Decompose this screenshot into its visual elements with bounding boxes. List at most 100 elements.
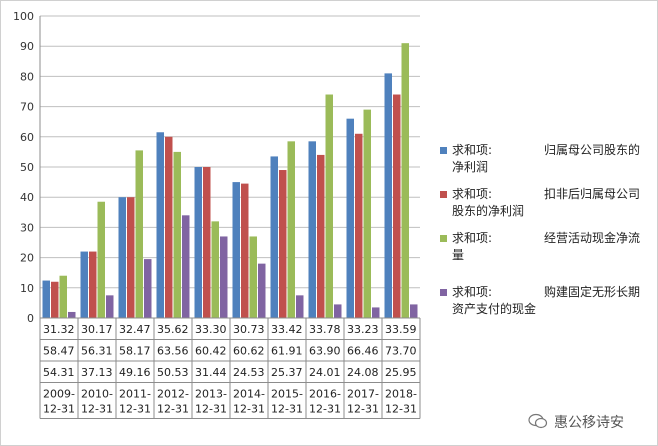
bar [308,141,316,318]
y-tick-label: 50 [20,161,34,174]
bar [106,295,114,318]
bar [279,170,287,318]
table-cell: 63.56 [157,345,189,358]
x-tick-label: 2011- [119,388,151,401]
legend-label: 购建固定无形长期资产支付的现金 [452,285,641,316]
table-cell: 24.08 [347,366,379,379]
table-cell: 56.31 [81,345,113,358]
legend-label: 扣非后归属母公司股东的净利润 [452,187,641,218]
x-tick-label: 12-31 [43,403,75,416]
table-cell: 58.47 [43,345,75,358]
x-tick-label: 2009- [43,388,75,401]
bar [203,167,211,318]
y-tick-label: 90 [20,40,34,53]
table-cell: 24.01 [309,366,341,379]
y-tick-label: 30 [20,221,34,234]
bar [384,73,392,318]
bar [68,311,76,318]
table-cell: 54.31 [43,366,75,379]
table-cell: 32.47 [119,323,151,336]
table-cell: 24.53 [233,366,265,379]
bar [182,215,190,318]
bar [156,132,164,318]
table-cell: 33.59 [385,323,417,336]
bar [372,307,380,318]
legend-prefix: 求和项: [452,187,493,201]
table-cell: 37.13 [81,366,113,379]
table-cell: 31.32 [43,323,75,336]
x-tick-label: 12-31 [157,403,189,416]
table-cell: 33.42 [271,323,303,336]
x-tick-label: 2018- [385,388,417,401]
bar [249,236,257,318]
legend-swatch [440,147,447,154]
table-cell: 33.78 [309,323,341,336]
y-tick-label: 40 [20,191,34,204]
legend-label: 归属母公司股东的净利润 [452,143,641,174]
watermark: 惠公移诗安 [528,412,624,433]
table-cell: 58.17 [119,345,151,358]
bar [144,259,152,318]
bar [118,197,126,318]
table-cell: 31.44 [195,366,227,379]
legend-swatch [440,289,447,296]
y-tick-label: 20 [20,252,34,265]
legend: 求和项: 归属母公司股东的净利润 求和项: 扣非后归属母公司股东的净利润 求和项: 经… [440,142,646,328]
y-tick-label: 60 [20,131,34,144]
legend-label: 经营活动现金净流量 [452,231,641,262]
y-tick-label: 70 [20,101,34,114]
bar [211,221,219,318]
legend-item-adjusted-net-profit: 求和项: 扣非后归属母公司股东的净利润 [440,186,646,220]
wechat-icon [528,413,548,433]
y-tick-label: 0 [27,312,34,325]
y-tick-label: 80 [20,70,34,83]
bar [393,94,401,319]
table-cell: 35.62 [157,323,189,336]
x-tick-label: 12-31 [271,403,303,416]
bar [89,251,97,318]
table-cell: 66.46 [347,345,379,358]
bar [287,141,295,318]
x-tick-label: 12-31 [385,403,417,416]
y-tick-label: 100 [13,10,34,23]
x-tick-label: 2016- [309,388,341,401]
legend-prefix: 求和项: [452,231,493,245]
bar [346,118,354,319]
table-cell: 25.37 [271,366,303,379]
legend-prefix: 求和项: [452,143,493,157]
bar [401,43,409,319]
y-tick-label: 10 [20,282,34,295]
bar [80,251,88,318]
table-cell: 33.30 [195,323,227,336]
bar [241,183,249,318]
table-cell: 30.73 [233,323,265,336]
bar [355,133,363,318]
table-cell: 50.53 [157,366,189,379]
table-cell: 73.70 [385,345,417,358]
legend-swatch [440,191,447,198]
bar [410,304,418,318]
bar [127,197,135,318]
x-tick-label: 12-31 [119,403,151,416]
watermark-text: 惠公移诗安 [554,415,624,431]
legend-item-capex: 求和项: 购建固定无形长期资产支付的现金 [440,284,646,318]
legend-prefix: 求和项: [452,285,493,299]
bar [42,280,50,318]
x-tick-label: 2013- [195,388,227,401]
bar [258,263,266,318]
table-cell: 61.91 [271,345,303,358]
legend-item-operating-cash-flow: 求和项: 经营活动现金净流量 [440,230,646,264]
x-tick-label: 12-31 [309,403,341,416]
x-tick-label: 2015- [271,388,303,401]
table-cell: 33.23 [347,323,379,336]
bar [325,94,333,319]
table-cell: 60.62 [233,345,265,358]
table-cell: 49.16 [119,366,151,379]
x-tick-label: 12-31 [347,403,379,416]
legend-item-net-profit: 求和项: 归属母公司股东的净利润 [440,142,646,176]
bar [363,109,371,319]
table-cell: 63.90 [309,345,341,358]
x-tick-label: 12-31 [195,403,227,416]
bar [135,150,143,318]
x-tick-label: 2014- [233,388,265,401]
